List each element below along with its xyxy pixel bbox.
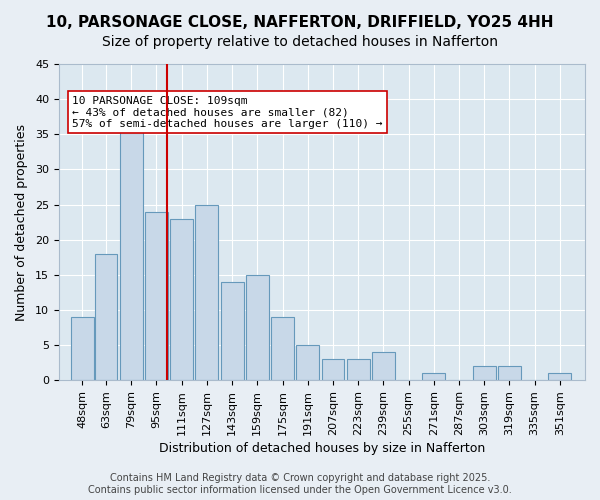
Bar: [246, 275, 269, 380]
Bar: [322, 359, 344, 380]
Bar: [473, 366, 496, 380]
Bar: [347, 359, 370, 380]
Text: Size of property relative to detached houses in Nafferton: Size of property relative to detached ho…: [102, 35, 498, 49]
Bar: [372, 352, 395, 380]
Bar: [221, 282, 244, 380]
Text: Contains HM Land Registry data © Crown copyright and database right 2025.
Contai: Contains HM Land Registry data © Crown c…: [88, 474, 512, 495]
X-axis label: Distribution of detached houses by size in Nafferton: Distribution of detached houses by size …: [159, 442, 485, 455]
Text: 10, PARSONAGE CLOSE, NAFFERTON, DRIFFIELD, YO25 4HH: 10, PARSONAGE CLOSE, NAFFERTON, DRIFFIEL…: [46, 15, 554, 30]
Bar: [422, 373, 445, 380]
Bar: [498, 366, 521, 380]
Bar: [120, 127, 143, 380]
Bar: [95, 254, 118, 380]
Text: 10 PARSONAGE CLOSE: 109sqm
← 43% of detached houses are smaller (82)
57% of semi: 10 PARSONAGE CLOSE: 109sqm ← 43% of deta…: [72, 96, 383, 129]
Bar: [170, 218, 193, 380]
Bar: [271, 317, 294, 380]
Bar: [296, 345, 319, 380]
Bar: [196, 204, 218, 380]
Bar: [71, 317, 94, 380]
Bar: [548, 373, 571, 380]
Y-axis label: Number of detached properties: Number of detached properties: [15, 124, 28, 320]
Bar: [145, 212, 168, 380]
